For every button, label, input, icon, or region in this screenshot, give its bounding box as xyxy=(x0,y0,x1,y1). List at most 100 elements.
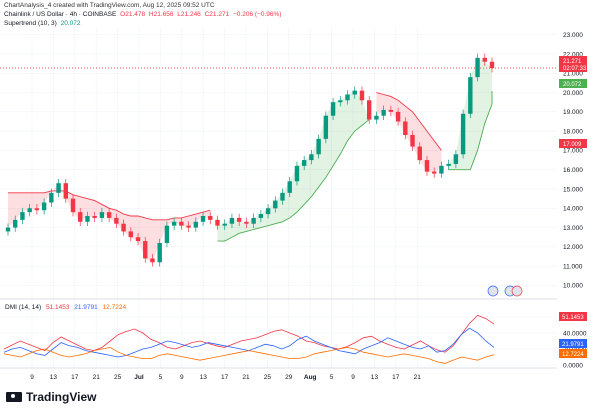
dmi-series-line xyxy=(3,327,495,358)
price-tick-label: 13.000 xyxy=(563,225,583,232)
candle-body xyxy=(251,217,256,224)
candle-body xyxy=(208,216,213,220)
price-tick-label: 15.000 xyxy=(563,186,583,193)
candle-body xyxy=(85,216,90,222)
candle-body xyxy=(323,115,329,139)
candle-body xyxy=(41,202,47,211)
symbol-label: Chainlink / US Dollar · 4h · COINBASE xyxy=(4,11,117,18)
candle-body xyxy=(301,160,307,166)
candle-body xyxy=(374,115,379,120)
candle-body xyxy=(49,192,54,203)
price-tick-label: 11.000 xyxy=(563,263,583,270)
dmi-tick-label: 0.0000 xyxy=(563,362,583,369)
time-tick-label: 9 xyxy=(180,374,184,381)
candle-body xyxy=(193,221,199,228)
chart-created-note: ChartAnalysis_4 created with TradingView… xyxy=(4,2,215,9)
candle-body xyxy=(294,165,300,182)
ohlc-header: Chainlink / US Dollar · 4h · COINBASE O2… xyxy=(4,11,281,18)
candle-body xyxy=(316,138,321,155)
candle-body xyxy=(403,121,408,135)
candle-body xyxy=(121,223,126,232)
candle-body xyxy=(215,219,220,226)
us-flag-icon[interactable] xyxy=(487,285,499,297)
candle-body xyxy=(273,200,278,209)
supertrend-fill xyxy=(376,92,442,174)
tradingview-logo[interactable]: TradingView xyxy=(6,390,96,404)
candle-body xyxy=(460,113,466,155)
resistance-tag-bg xyxy=(559,139,587,148)
candles xyxy=(5,53,495,267)
supertrend-line xyxy=(376,92,442,151)
candle-body xyxy=(106,212,112,218)
dmi-grid xyxy=(0,316,557,366)
candle-body xyxy=(482,57,487,62)
candle-body xyxy=(258,214,264,218)
supertrend-line xyxy=(217,119,370,242)
time-tick-label: Aug xyxy=(304,374,317,381)
price-and-dmi-chart[interactable]: 23.000 22.000 21.000 20.000 19.000 18.000 17.0… xyxy=(0,0,600,386)
time-tick-label: 9 xyxy=(351,374,355,381)
plus-di-tag-bg xyxy=(559,312,587,321)
dmi-label: DMI (14, 14) 51.1453 21.9791 12.7224 xyxy=(5,304,126,311)
us-flag-icon[interactable] xyxy=(511,285,523,297)
candle-body xyxy=(27,208,32,213)
grid xyxy=(0,27,557,368)
candle-body xyxy=(381,109,386,116)
support-tag-value: 20.072 xyxy=(563,82,582,88)
candle-body xyxy=(150,258,155,263)
low-value: L21.246 xyxy=(177,11,201,18)
dmi-lines xyxy=(3,314,495,364)
candle-body xyxy=(13,219,18,228)
supertrend-label: Supertrend (10, 3) xyxy=(4,19,57,27)
candle-body xyxy=(489,61,495,69)
candle-body xyxy=(244,221,249,224)
candle-body xyxy=(287,181,292,193)
minus-di-tag-value: 21.9791 xyxy=(562,342,584,348)
price-tick-label: 12.000 xyxy=(563,244,583,251)
support-tag-bg xyxy=(559,79,587,88)
time-tick-label: 5 xyxy=(159,374,163,381)
last-price-tag: 21.271 02:07:33 xyxy=(559,56,587,72)
event-flags[interactable] xyxy=(487,285,523,297)
candle-body xyxy=(366,100,372,120)
logo-text: TradingView xyxy=(26,390,97,404)
candle-body xyxy=(439,165,444,174)
dmi-series-line xyxy=(3,314,495,353)
candle-body xyxy=(338,100,343,103)
candle-body xyxy=(70,198,76,213)
price-tags: 21.271 02:07:33 20.072 17.009 xyxy=(559,56,587,148)
candle-body xyxy=(468,77,473,114)
candle-body xyxy=(63,183,68,199)
price-tick-label: 22.000 xyxy=(563,51,583,58)
dmi-tags: 51.1453 21.9791 12.7224 xyxy=(559,312,587,358)
change-value: −0.206 (−0.96%) xyxy=(233,11,282,18)
supertrend-legend: Supertrend (10, 3) 20.072 xyxy=(4,20,80,27)
high-value: H21.656 xyxy=(148,11,174,18)
supertrend-resistance-tag: 17.009 xyxy=(559,139,587,148)
price-axis: 23.000 22.000 21.000 20.000 19.000 18.000 17.0… xyxy=(563,32,583,290)
price-tick-label: 23.000 xyxy=(563,32,583,39)
candle-body xyxy=(99,212,105,218)
candle-body xyxy=(453,154,459,164)
candle-body xyxy=(388,109,394,112)
candle-body xyxy=(200,216,206,222)
supertrend-value: 20.072 xyxy=(60,19,81,27)
time-tick-label: 17 xyxy=(221,374,229,381)
time-tick-label: 13 xyxy=(371,374,379,381)
candle-body xyxy=(5,227,11,232)
time-tick-label: 25 xyxy=(264,374,272,381)
candle-body xyxy=(359,90,365,101)
candle-body xyxy=(280,192,285,201)
candle-body xyxy=(186,225,191,228)
candle-body xyxy=(330,102,336,116)
countdown-tag-value: 02:07:33 xyxy=(563,66,587,72)
candle-body xyxy=(446,163,451,166)
price-tick-label: 17.000 xyxy=(563,148,583,155)
candle-body xyxy=(229,217,235,224)
time-tick-label: 9 xyxy=(30,374,34,381)
candle-body xyxy=(345,94,350,101)
price-tick-label: 19.000 xyxy=(563,109,583,116)
candle-body xyxy=(265,208,271,215)
candle-body xyxy=(424,160,430,172)
last-price-tag-value: 21.271 xyxy=(563,59,582,65)
